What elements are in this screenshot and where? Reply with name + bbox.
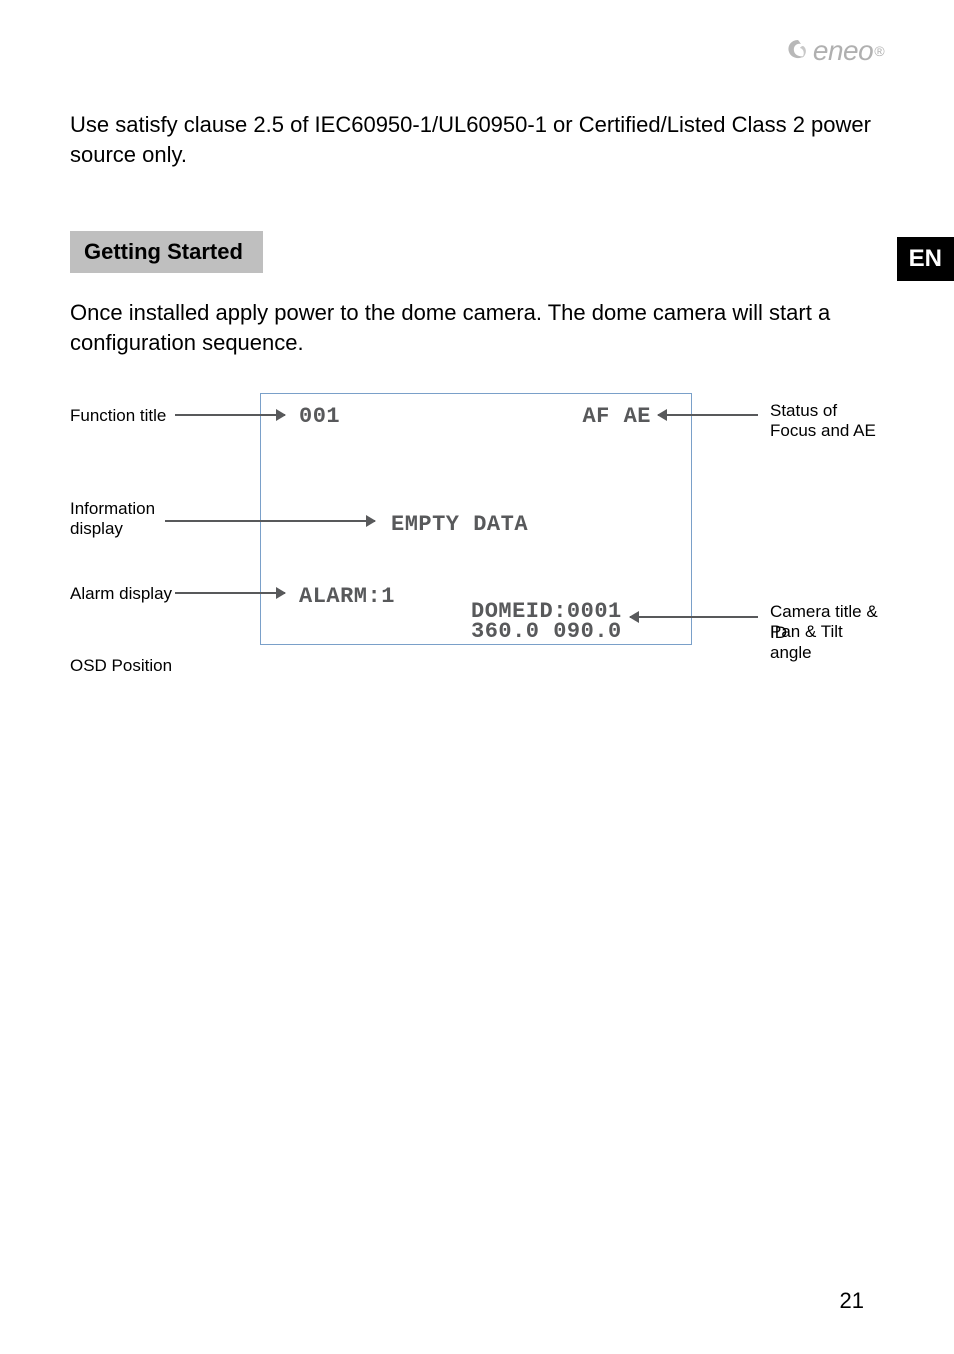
osd-pan-tilt: 360.0 090.0 bbox=[471, 619, 622, 644]
callout-info-display-2: display bbox=[70, 518, 123, 539]
callout-function-title: Function title bbox=[70, 405, 166, 426]
brand-logo: eneo® bbox=[785, 35, 884, 67]
callout-alarm-display: Alarm display bbox=[70, 583, 172, 604]
callout-camera-2: Pan & Tilt angle bbox=[770, 621, 880, 664]
arrow-status bbox=[658, 414, 758, 416]
getting-started-heading: Getting Started bbox=[70, 231, 263, 273]
page-number: 21 bbox=[840, 1288, 864, 1314]
osd-alarm-value: ALARM:1 bbox=[299, 584, 395, 609]
logo-reg: ® bbox=[874, 43, 884, 59]
arrow-function-title bbox=[175, 414, 285, 416]
getting-started-paragraph: Once installed apply power to the dome c… bbox=[70, 298, 884, 357]
arrow-alarm-display bbox=[175, 592, 285, 594]
logo-swirl-icon bbox=[785, 38, 811, 64]
osd-function-value: 001 bbox=[299, 404, 340, 429]
osd-empty-data: EMPTY DATA bbox=[391, 512, 528, 537]
callout-status-1: Status of bbox=[770, 400, 837, 421]
logo-text: eneo bbox=[813, 35, 873, 67]
osd-status-value: AF AE bbox=[582, 404, 651, 429]
osd-caption: OSD Position bbox=[70, 656, 884, 676]
language-tab: EN bbox=[897, 237, 954, 281]
callout-info-display-1: Information bbox=[70, 498, 155, 519]
page: eneo® EN Use satisfy clause 2.5 of IEC60… bbox=[0, 0, 954, 1354]
arrow-info-display bbox=[165, 520, 375, 522]
osd-screen: 001 AF AE EMPTY DATA ALARM:1 DOMEID:0001… bbox=[260, 393, 692, 645]
osd-diagram: 001 AF AE EMPTY DATA ALARM:1 DOMEID:0001… bbox=[70, 393, 880, 648]
arrow-camera bbox=[630, 616, 758, 618]
power-note-paragraph: Use satisfy clause 2.5 of IEC60950-1/UL6… bbox=[70, 110, 884, 169]
callout-status-2: Focus and AE bbox=[770, 420, 876, 441]
